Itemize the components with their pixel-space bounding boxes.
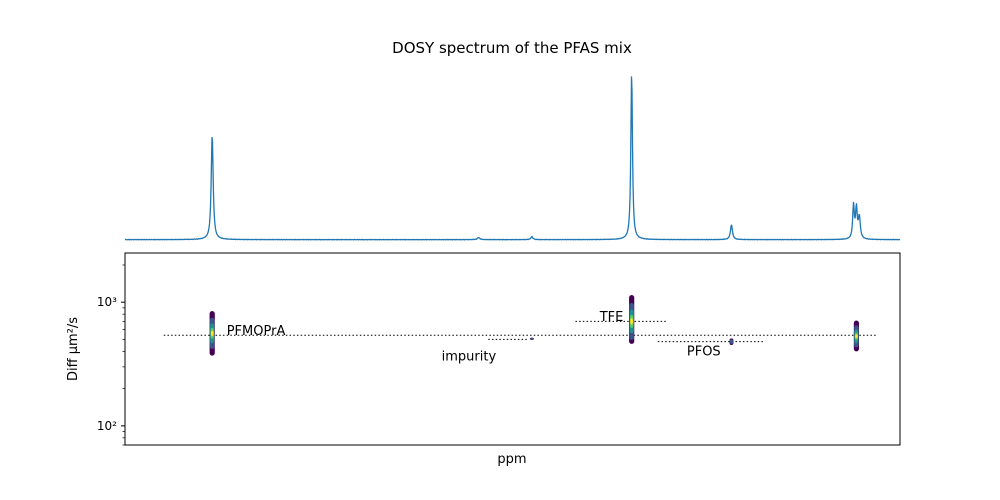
diffusion-blob-0 [210, 330, 214, 337]
compound-label-pfmopra: PFMOPrA [227, 324, 286, 339]
diffusion-blob-2 [630, 318, 634, 325]
y-axis: 10² 10³ [97, 264, 125, 446]
compound-label-impurity: impurity [442, 349, 497, 364]
diffusion-blobs [209, 294, 860, 356]
diffusion-blob-3 [729, 339, 734, 344]
chart-title: DOSY spectrum of the PFAS mix [392, 39, 632, 57]
compound-labels: PFMOPrA TFE PFOS impurity [227, 310, 721, 364]
diffusion-blob-1 [530, 337, 534, 340]
compound-label-pfos: PFOS [687, 344, 721, 359]
guide-lines [163, 320, 876, 343]
dosy-axes-frame [124, 252, 901, 446]
diffusion-blob-4 [855, 334, 858, 339]
compound-label-tfe: TFE [599, 310, 624, 325]
y-axis-label: Diff μm²/s [66, 317, 81, 381]
dosy-panel: 10² 10³ PFMOPrA TFE PFOS impurity ppm Diff μ… [66, 252, 901, 467]
spectrum-panel: DOSY spectrum of the PFAS mix [124, 39, 901, 241]
y-tick-label: 10³ [97, 295, 117, 309]
spectrum-line [124, 76, 901, 241]
y-tick-label: 10² [97, 419, 117, 433]
x-axis-label: ppm [497, 452, 526, 467]
